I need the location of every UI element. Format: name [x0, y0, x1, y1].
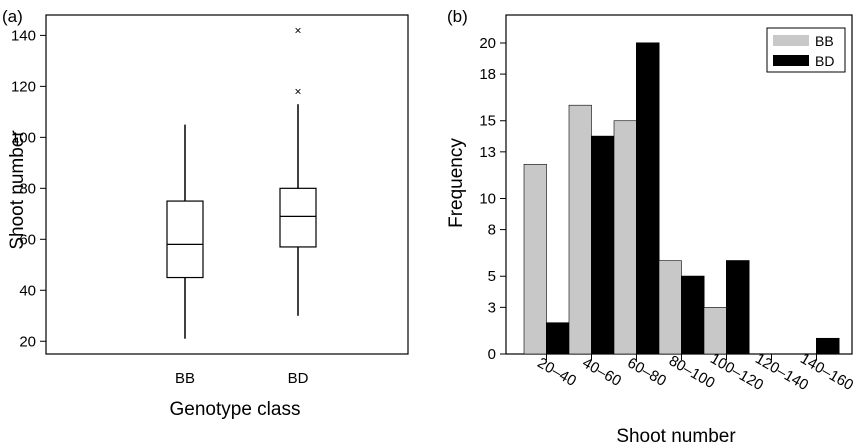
panel-a-frame	[45, 14, 409, 355]
y-tick-label: 15	[479, 113, 496, 130]
x-tick-label: 60–80	[624, 354, 669, 390]
outlier-point: ×	[294, 23, 301, 37]
legend-label-bb: BB	[815, 33, 834, 49]
y-tick-label: 10	[479, 190, 496, 207]
box-bd	[279, 187, 317, 248]
bar-bd-1	[591, 135, 615, 355]
y-tick-label: 100	[11, 129, 36, 146]
panel-a-y-axis-label: Shoot number	[7, 130, 28, 250]
y-tick-label: 120	[11, 78, 36, 95]
y-tick-label: 20	[479, 35, 496, 52]
y-tick-label: 0	[488, 346, 496, 363]
x-tick-label: 20–40	[534, 354, 579, 390]
legend-swatch-bd	[773, 55, 809, 66]
y-tick-label: 8	[488, 222, 496, 239]
x-tick-label: 80–100	[666, 352, 718, 392]
outlier-point: ×	[294, 84, 301, 98]
panel-b-y-axis-label: Frequency	[446, 138, 467, 228]
panel-b-plot-area	[523, 42, 840, 355]
panel-b: (b) 0 3 5 8 10 13 15 18 20 20–40 40–60 60–8080–100…	[446, 7, 856, 445]
bar-bb-4	[703, 307, 727, 355]
bar-bd-4	[726, 260, 750, 355]
panel-b-x-axis: 20–40 40–60 60–8080–100100–120120–140140–1…	[534, 350, 856, 394]
legend-swatch-bb	[773, 35, 809, 46]
panel-a-plot-area: ××	[166, 23, 317, 339]
panel-a-x-axis-label: Genotype class	[170, 399, 301, 420]
y-tick-label: 80	[19, 180, 36, 197]
bar-bb-3	[658, 260, 682, 355]
y-tick-label: 18	[479, 66, 496, 83]
legend-label-bd: BD	[815, 53, 834, 69]
bar-bb-0	[523, 163, 547, 355]
y-tick-label: 13	[479, 144, 496, 161]
y-tick-label: 3	[488, 299, 496, 316]
box-bb	[166, 200, 204, 279]
panel-b-y-axis: 0 3 5 8 10 13 15 18 20	[479, 35, 506, 363]
bar-bb-1	[568, 104, 592, 355]
panel-b-x-axis-label: Shoot number	[616, 426, 736, 445]
x-tick-label: BB	[175, 370, 195, 387]
bar-bd-0	[546, 322, 570, 355]
y-tick-label: 5	[488, 268, 496, 285]
y-tick-label: 20	[19, 333, 36, 350]
y-tick-label: 60	[19, 231, 36, 248]
panel-b-legend: BB BD	[766, 27, 846, 73]
bar-bd-6	[816, 337, 840, 355]
x-tick-label: BD	[288, 370, 309, 387]
panel-a-x-axis: BB BD	[175, 370, 309, 387]
bar-bd-2	[636, 42, 660, 355]
panel-a-y-axis: 20 40 60 80 100 120 140	[11, 27, 46, 350]
bar-bd-3	[681, 275, 705, 355]
x-tick-label: 40–60	[579, 354, 624, 390]
bar-bb-2	[613, 120, 637, 355]
panel-a-label: (a)	[2, 7, 23, 26]
panel-b-label: (b)	[447, 7, 468, 26]
y-tick-label: 140	[11, 27, 36, 44]
y-tick-label: 40	[19, 282, 36, 299]
